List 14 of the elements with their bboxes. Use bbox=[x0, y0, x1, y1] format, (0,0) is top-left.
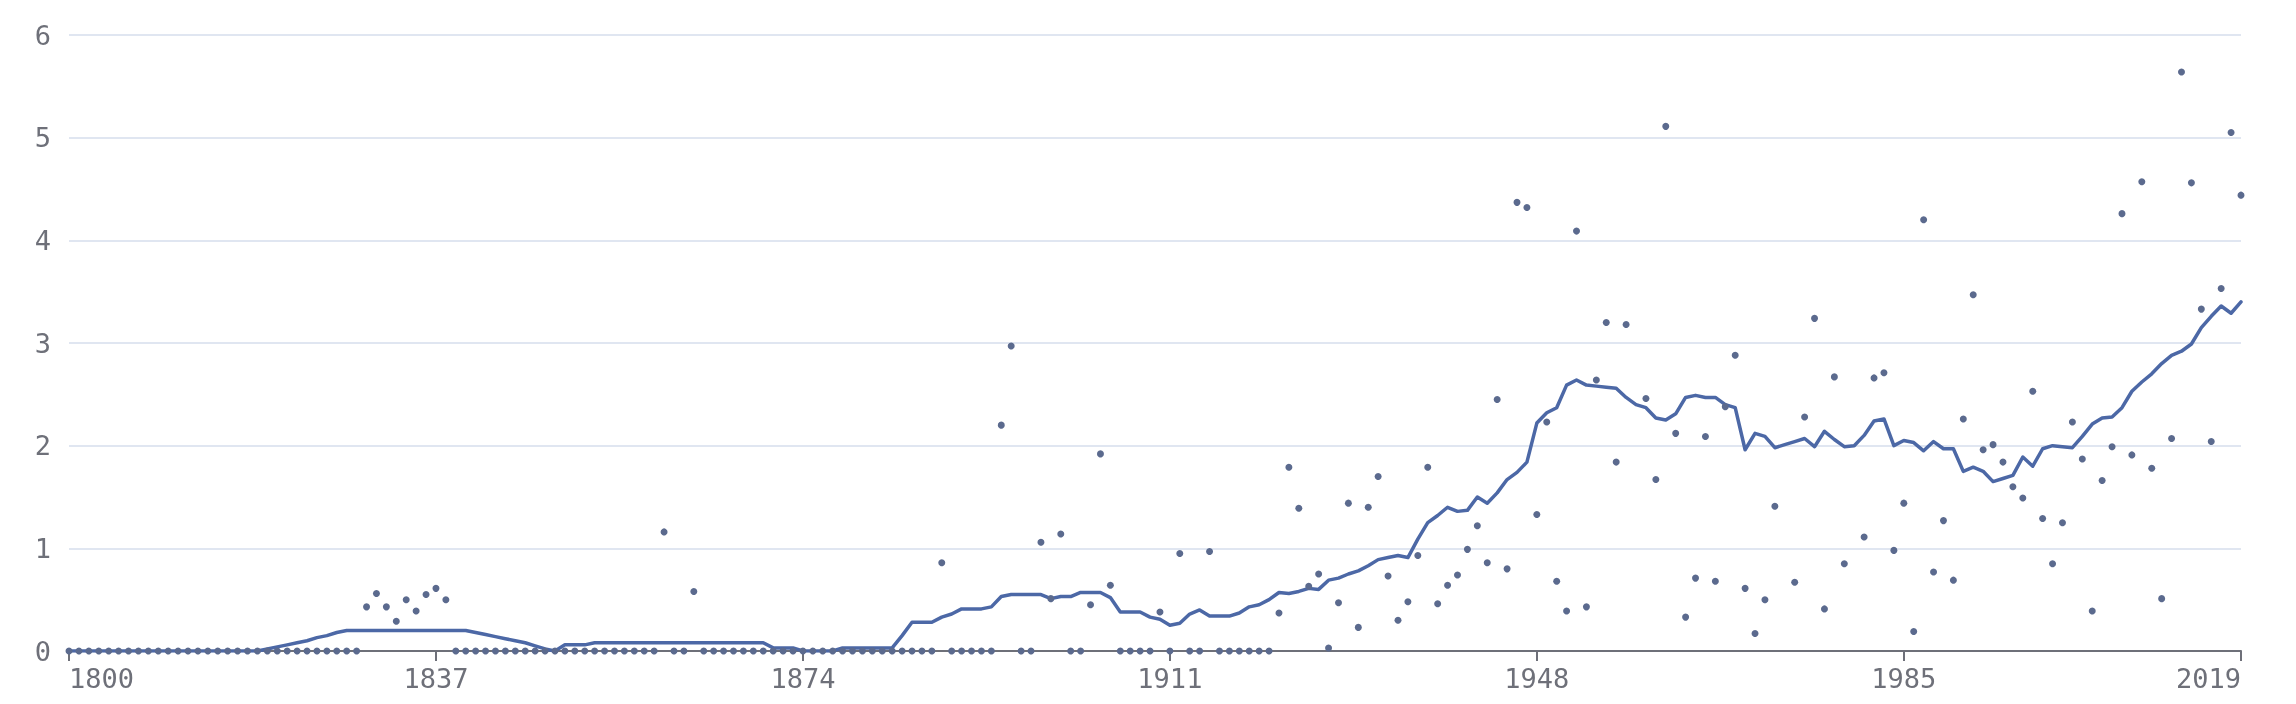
y-tick-label: 4 bbox=[34, 224, 51, 256]
x-tick-label: 1800 bbox=[69, 663, 135, 694]
x-tick-label: 1837 bbox=[403, 663, 469, 694]
x-tick-label: 2019 bbox=[2175, 663, 2241, 694]
y-tick-label: 2 bbox=[34, 430, 51, 462]
y-tick-label: 6 bbox=[34, 19, 51, 51]
x-tick-label: 1948 bbox=[1504, 663, 1570, 694]
y-tick-label: 5 bbox=[34, 122, 51, 154]
y-tick-label: 0 bbox=[34, 635, 51, 667]
x-tick-label: 1874 bbox=[770, 663, 836, 694]
x-tick-label: 1911 bbox=[1137, 663, 1203, 694]
y-tick-label: 3 bbox=[34, 327, 51, 359]
y-tick-label: 1 bbox=[34, 532, 51, 564]
x-tick-label: 1985 bbox=[1871, 663, 1937, 694]
